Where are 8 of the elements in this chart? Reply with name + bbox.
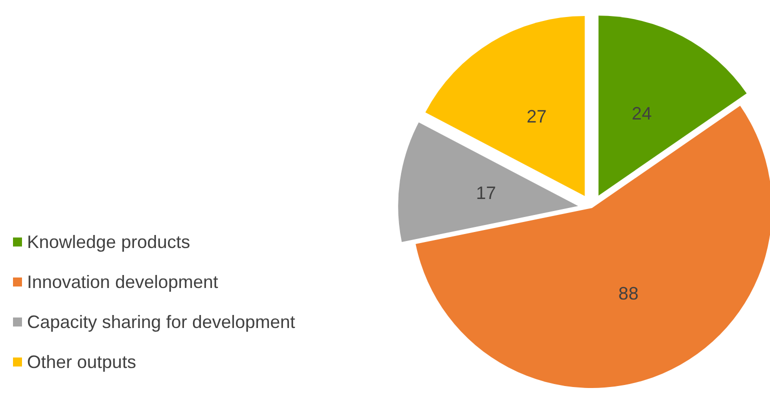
legend-label: Knowledge products [27,232,190,252]
legend-label: Innovation development [27,272,218,292]
legend-label: Capacity sharing for development [27,312,296,332]
data-label: 24 [632,103,652,124]
legend-label: Other outputs [27,352,136,372]
data-label: 27 [526,106,547,126]
data-label: 17 [476,182,496,203]
data-label: 88 [618,284,638,304]
